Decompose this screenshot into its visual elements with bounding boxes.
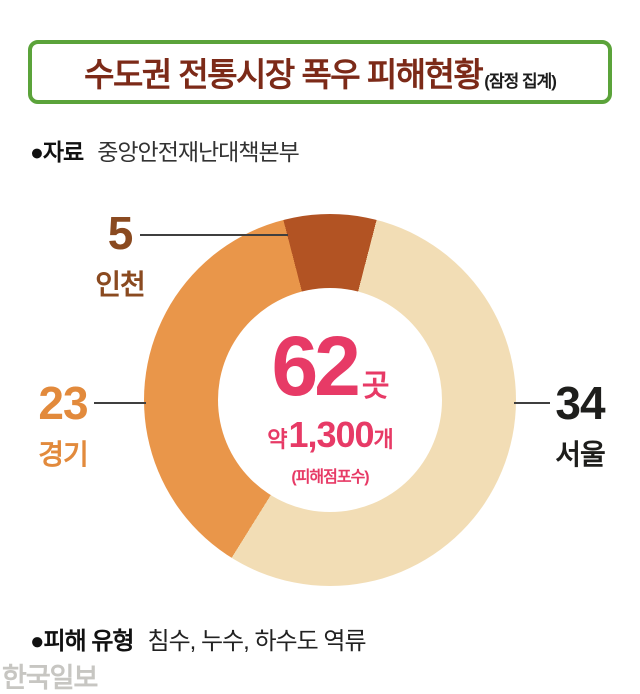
donut-hole: 62 곳 약 1,300 개 (피해점포수) <box>218 288 442 512</box>
source-row: ●자료 중앙안전재난대책본부 <box>30 133 300 167</box>
callout-gyeonggi-name: 경기 <box>38 439 89 470</box>
center-total-unit: 곳 <box>361 369 390 403</box>
source-label: ●자료 <box>30 139 84 165</box>
callout-seoul-name: 서울 <box>555 439 606 470</box>
callout-incheon-value: 5 <box>107 207 134 259</box>
callout-gyeonggi: 23 경기 <box>18 380 108 473</box>
center-stores: 약 1,300 개 <box>267 414 394 456</box>
damage-type-row: ●피해 유형 침수, 누수, 하수도 역류 <box>30 621 367 656</box>
seoul-pointer-line <box>514 402 550 404</box>
donut-chart: 62 곳 약 1,300 개 (피해점포수) <box>144 214 516 586</box>
publisher-watermark: 한국일보 <box>2 663 98 693</box>
callout-seoul-value: 34 <box>555 377 605 429</box>
damage-type-label: ●피해 유형 <box>30 628 134 655</box>
center-total-value: 62 <box>271 318 360 413</box>
center-total: 62 곳 <box>271 318 390 413</box>
title-box: 수도권 전통시장 폭우 피해현황 (잠정 집계) <box>28 40 612 104</box>
incheon-pointer-line <box>140 234 288 236</box>
center-stores-unit: 개 <box>373 427 394 453</box>
center-stores-prefix: 약 <box>267 427 287 453</box>
center-caption: (피해점포수) <box>291 469 369 487</box>
callout-incheon-name: 인천 <box>95 269 146 300</box>
page-title: 수도권 전통시장 폭우 피해현황 <box>84 56 484 93</box>
center-stores-value: 1,300 <box>288 414 374 456</box>
gyeonggi-pointer-line <box>94 402 146 404</box>
damage-type-value: 침수, 누수, 하수도 역류 <box>147 628 366 655</box>
title-subtitle: (잠정 집계) <box>484 71 557 91</box>
callout-incheon: 5 인천 <box>72 210 168 303</box>
callout-seoul: 34 서울 <box>538 380 622 473</box>
source-value: 중앙안전재난대책본부 <box>97 139 300 165</box>
callout-gyeonggi-value: 23 <box>38 377 88 429</box>
